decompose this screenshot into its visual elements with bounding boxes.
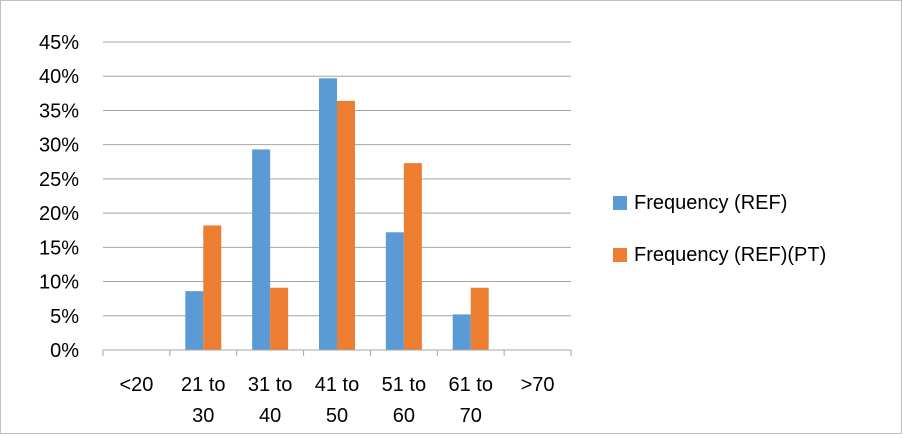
bar-series-2 <box>337 100 355 351</box>
legend-swatch-series-1 <box>613 196 627 210</box>
bar-series-1 <box>385 232 404 350</box>
legend-label-series-2: Frequency (REF)(PT) <box>634 243 827 266</box>
bar-series-1 <box>185 291 204 350</box>
x-tick-label: 61 to 70 <box>448 374 492 427</box>
bar-series-2 <box>270 287 289 350</box>
y-tick-label: 0% <box>50 340 79 362</box>
y-axis-tick-labels: 0% 5% 10% 15% 20% 25% 30% 35% 40% 45% <box>39 32 79 362</box>
y-tick-label: 35% <box>39 100 79 122</box>
x-tick-label: 31 to 40 <box>248 374 292 427</box>
bar-series-1 <box>452 314 471 350</box>
legend-item-series-1: Frequency (REF) <box>613 189 826 217</box>
y-tick-label: 30% <box>39 135 79 157</box>
bar-series-1 <box>319 78 337 350</box>
y-tick-label: 5% <box>50 306 79 328</box>
y-tick-label: 40% <box>39 66 79 88</box>
y-tick-label: 45% <box>39 32 79 54</box>
x-tick-label: >70 <box>521 374 555 396</box>
legend-swatch-series-2 <box>613 248 627 262</box>
bar-series-2 <box>403 163 422 350</box>
y-tick-label: 20% <box>39 203 79 225</box>
x-tick-label: 51 to 60 <box>382 374 426 427</box>
x-tick-label: 21 to 30 <box>181 374 225 427</box>
bar-series-2 <box>470 287 489 350</box>
x-tick-label: 41 to 50 <box>315 374 359 427</box>
legend-item-series-2: Frequency (REF)(PT) <box>613 241 826 269</box>
y-tick-label: 15% <box>39 237 79 259</box>
x-tick-label: <20 <box>119 374 153 396</box>
y-tick-label: 25% <box>39 169 79 191</box>
bars <box>185 78 489 351</box>
y-tick-label: 10% <box>39 272 79 294</box>
bar-series-2 <box>203 225 222 350</box>
x-axis-tick-labels: <20 21 to 30 31 to 40 41 to 50 51 to 60 61 to 70 >7… <box>119 374 554 427</box>
bar-series-1 <box>252 149 271 350</box>
x-axis <box>102 349 572 356</box>
legend-label-series-1: Frequency (REF) <box>634 191 788 214</box>
legend: Frequency (REF) Frequency (REF)(PT) <box>613 189 826 293</box>
